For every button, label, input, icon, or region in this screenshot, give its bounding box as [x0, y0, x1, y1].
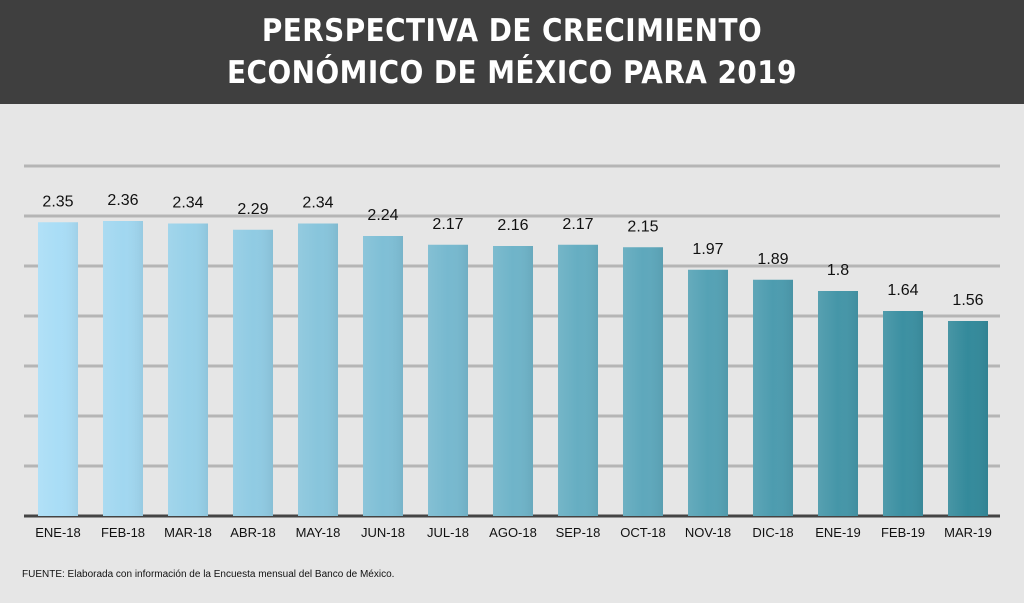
value-label: 1.56	[952, 292, 983, 309]
value-label: 1.89	[757, 251, 788, 268]
bar-shading	[818, 291, 858, 516]
chart-title: PERSPECTIVA DE CRECIMIENTO ECONÓMICO DE …	[227, 13, 797, 91]
value-label: 2.35	[42, 193, 73, 210]
bar-shading	[428, 244, 468, 516]
value-label: 1.64	[887, 282, 918, 299]
x-tick-label: FEB-18	[101, 525, 145, 540]
x-tick-label: ENE-18	[35, 525, 81, 540]
value-label: 2.34	[172, 195, 203, 212]
x-tick-label: MAR-19	[944, 525, 992, 540]
bars	[38, 221, 988, 516]
x-tick-label: JUL-18	[427, 525, 469, 540]
value-label: 2.34	[302, 195, 333, 212]
value-label: 1.8	[827, 262, 849, 279]
bar-shading	[103, 221, 143, 516]
x-tick-label: ENE-19	[815, 525, 861, 540]
value-label: 2.29	[237, 201, 268, 218]
bar-shading	[38, 222, 78, 516]
bar-shading	[753, 279, 793, 516]
source-note: FUENTE: Elaborada con información de la …	[22, 569, 395, 580]
bar-shading	[883, 311, 923, 516]
value-label: 2.17	[562, 216, 593, 233]
value-label: 2.15	[627, 218, 658, 235]
bar-chart: 2.35 2.36 2.34 2.29 2.34 2.24 2.17 2.16 2.17 2.15…	[24, 164, 1000, 540]
bar-shading	[948, 321, 988, 516]
bar-shading	[688, 269, 728, 516]
x-tick-label: OCT-18	[620, 525, 666, 540]
value-label: 2.36	[107, 192, 138, 209]
x-tick-label: MAY-18	[296, 525, 341, 540]
bar-shading	[363, 236, 403, 516]
bar-shading	[623, 247, 663, 516]
x-tick-label: ABR-18	[230, 525, 276, 540]
bar-shading	[168, 223, 208, 516]
x-tick-label: SEP-18	[556, 525, 601, 540]
x-tick-label: AGO-18	[489, 525, 537, 540]
x-tick-label: JUN-18	[361, 525, 405, 540]
chart-header: PERSPECTIVA DE CRECIMIENTO ECONÓMICO DE …	[0, 0, 1024, 104]
bar-shading	[298, 223, 338, 516]
value-label: 1.97	[692, 241, 723, 258]
x-tick-label: FEB-19	[881, 525, 925, 540]
x-tick-label: MAR-18	[164, 525, 212, 540]
bar-shading	[233, 229, 273, 516]
value-label: 2.24	[367, 207, 398, 224]
x-tick-labels: ENE-18 FEB-18 MAR-18 ABR-18 MAY-18 JUN-18 JUL-…	[35, 525, 992, 540]
value-labels: 2.35 2.36 2.34 2.29 2.34 2.24 2.17 2.16 2.17 2.15…	[42, 192, 983, 309]
bar-shading	[558, 244, 598, 516]
bar-shading	[493, 246, 533, 516]
x-tick-label: DIC-18	[752, 525, 793, 540]
value-label: 2.16	[497, 217, 528, 234]
x-tick-label: NOV-18	[685, 525, 731, 540]
value-label: 2.17	[432, 216, 463, 233]
